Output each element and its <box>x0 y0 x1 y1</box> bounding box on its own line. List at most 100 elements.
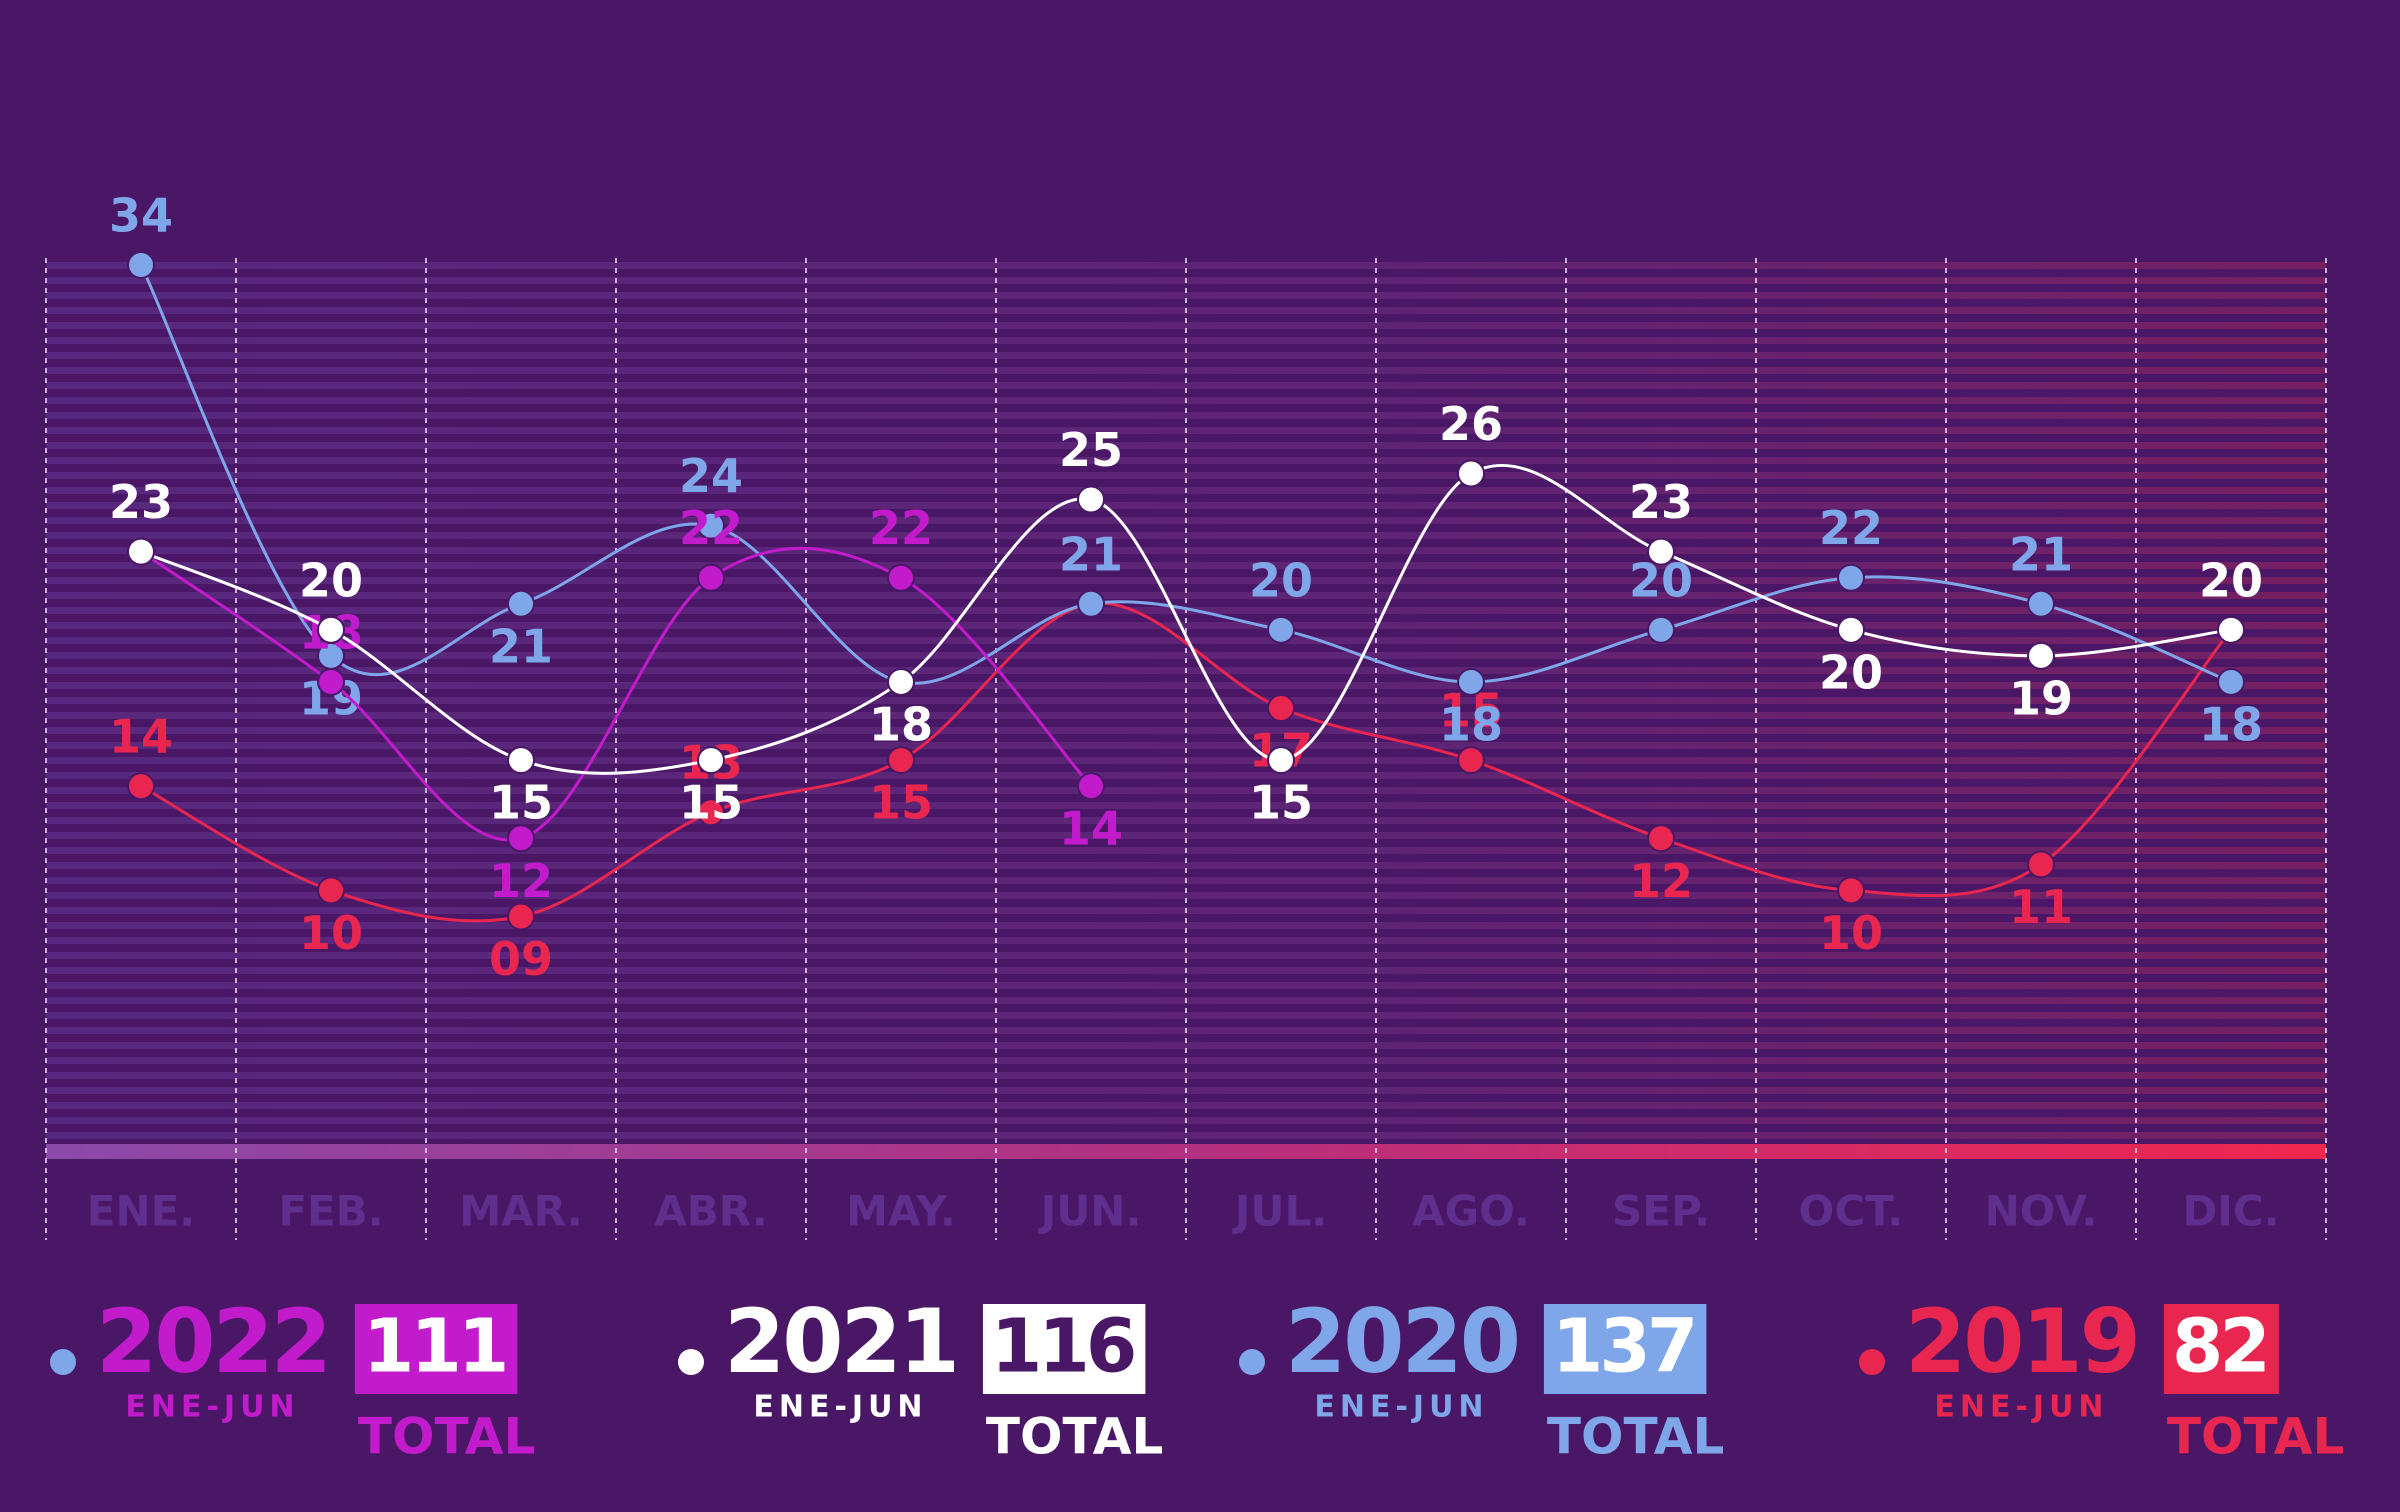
data-label: 14 <box>1059 802 1123 856</box>
legend-dot <box>1239 1349 1265 1375</box>
data-label: 22 <box>869 501 933 555</box>
data-label: 24 <box>679 449 743 503</box>
total-value: 137 <box>1552 1304 1694 1390</box>
data-point <box>697 563 725 592</box>
x-tick-label: FEB. <box>278 1187 383 1236</box>
total-value: 82 <box>2172 1304 2267 1390</box>
data-point <box>2027 850 2055 879</box>
total-box <box>354 1304 518 1394</box>
legend-name: 2019 <box>1905 1290 2138 1393</box>
legend-dot <box>1859 1349 1885 1375</box>
legend-period: ENE-JUN <box>1934 1390 2108 1425</box>
data-point <box>1647 537 1675 566</box>
data-point <box>507 589 535 618</box>
stripe <box>46 502 2326 509</box>
x-tick-label: SEP. <box>1612 1187 1710 1236</box>
x-tick-label: DIC. <box>2182 1187 2279 1236</box>
data-point <box>1837 563 1865 592</box>
total-box <box>982 1304 1146 1394</box>
stripe <box>46 532 2326 539</box>
data-point <box>127 251 155 279</box>
legend-name: 2021 <box>724 1290 957 1393</box>
data-label: 21 <box>1059 527 1123 581</box>
legend-dot <box>50 1349 76 1375</box>
data-point <box>697 798 725 827</box>
data-label: 18 <box>1439 697 1503 751</box>
data-point <box>1457 667 1485 696</box>
total-box <box>1543 1304 1707 1394</box>
data-point <box>2027 641 2055 670</box>
x-tick-label: JUN. <box>1038 1187 1142 1236</box>
data-point <box>317 876 345 905</box>
stripe <box>46 1102 2326 1109</box>
data-label: 12 <box>1629 854 1693 908</box>
stripe <box>46 802 2326 809</box>
data-label: 23 <box>1629 475 1693 529</box>
x-tick-label: NOV. <box>1985 1187 2098 1236</box>
stripe <box>46 442 2326 449</box>
data-point <box>2217 667 2245 696</box>
data-label: 15 <box>1249 776 1313 830</box>
data-point <box>2217 615 2245 644</box>
data-label: 10 <box>299 906 363 960</box>
stripe <box>46 712 2326 719</box>
data-label: 26 <box>1439 397 1503 451</box>
plot: 1410091315211715121011203419212418212018… <box>50 189 2344 1466</box>
legend-dot <box>678 1349 704 1375</box>
total-value: 116 <box>991 1304 1134 1390</box>
data-label: 11 <box>2009 880 2073 934</box>
data-label: 20 <box>2199 553 2263 607</box>
x-tick-label: OCT. <box>1799 1187 1904 1236</box>
data-point <box>1647 824 1675 853</box>
legend-period: ENE-JUN <box>125 1390 299 1425</box>
total-label: TOTAL <box>2167 1408 2344 1466</box>
stripe <box>46 772 2326 779</box>
legend-name: 2020 <box>1285 1290 1518 1393</box>
total-label: TOTAL <box>1547 1408 1724 1466</box>
data-label: 15 <box>869 776 933 830</box>
data-point <box>127 772 155 801</box>
legend-name: 2022 <box>96 1290 329 1393</box>
stripe <box>46 682 2326 689</box>
data-point <box>1457 746 1485 775</box>
data-label: 20 <box>1249 553 1313 607</box>
x-tick-label: ENE. <box>87 1187 196 1236</box>
data-point <box>317 615 345 644</box>
stripe <box>46 262 2326 269</box>
stripe <box>46 742 2326 749</box>
stripe <box>46 622 2326 629</box>
x-tick-label: MAY. <box>846 1187 956 1236</box>
data-point <box>1267 615 1295 644</box>
stripe <box>46 352 2326 359</box>
column-dividers: ENE. FEB. MAR. ABR. MAY. JUN. JUL. AGO. SEP. OCT.… <box>45 258 2327 1240</box>
legend-period: ENE-JUN <box>1314 1390 1488 1425</box>
data-point <box>1457 459 1485 488</box>
data-point <box>1267 694 1295 722</box>
total-value: 111 <box>363 1304 505 1390</box>
stripe <box>46 592 2326 599</box>
data-point <box>887 563 915 592</box>
data-point <box>697 746 725 775</box>
data-point <box>887 667 915 696</box>
stripe <box>46 982 2326 989</box>
data-label: 19 <box>2009 671 2073 725</box>
data-point <box>507 746 535 775</box>
data-point <box>2027 589 2055 618</box>
data-label: 22 <box>1819 501 1883 555</box>
stripe <box>46 562 2326 569</box>
total-box <box>2163 1304 2279 1394</box>
data-point <box>887 746 915 775</box>
data-point <box>1267 746 1295 775</box>
stripe <box>46 652 2326 659</box>
data-label: 21 <box>489 619 553 673</box>
x-tick-label: JUL. <box>1232 1187 1327 1236</box>
data-label: 25 <box>1059 423 1123 477</box>
stripe <box>46 292 2326 299</box>
stripe <box>46 862 2326 869</box>
data-label: 14 <box>109 710 173 764</box>
data-label: 12 <box>489 854 553 908</box>
stripe <box>46 1012 2326 1019</box>
data-point <box>1077 589 1105 618</box>
stripe <box>46 952 2326 959</box>
